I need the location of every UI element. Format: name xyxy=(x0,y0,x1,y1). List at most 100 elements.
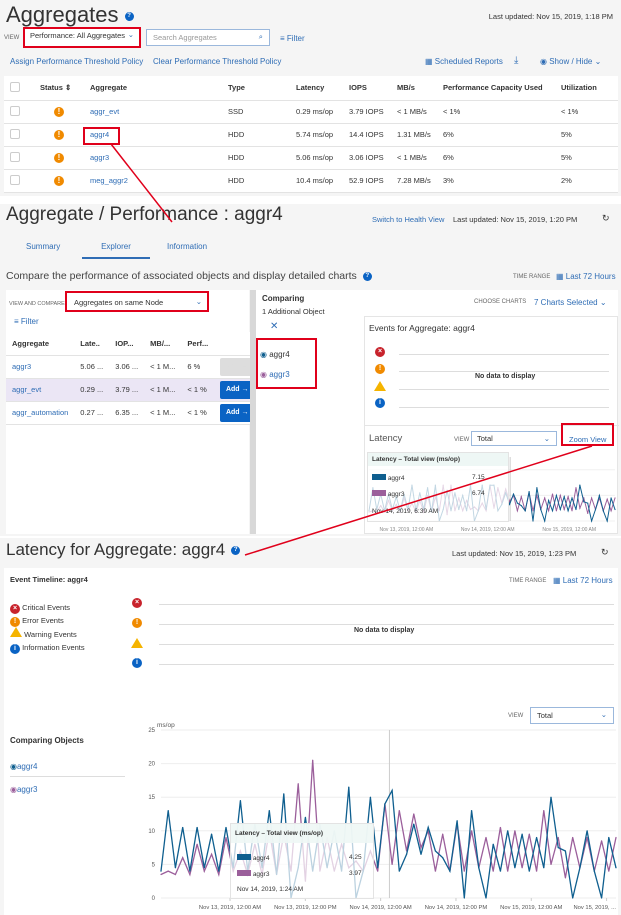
aggregate-link[interactable]: aggr3 xyxy=(12,362,32,371)
iops-cell: 3.06 ... xyxy=(109,355,145,379)
col-iops[interactable]: IOPS xyxy=(343,76,391,101)
y-tick-label: 10 xyxy=(148,829,155,835)
no-data-message: No data to display xyxy=(354,627,415,634)
mbps-cell: < 1 MB/s xyxy=(391,100,437,124)
comparing-object-aggr3[interactable]: ◉aggr3 xyxy=(10,785,37,794)
eye-icon[interactable]: ◉ xyxy=(10,785,17,794)
row-checkbox[interactable] xyxy=(10,105,20,116)
charts-selected-dropdown[interactable]: 7 Charts Selected ⌄ xyxy=(534,298,607,307)
add-button[interactable]: Add → xyxy=(220,403,255,422)
col-aggregate[interactable]: Aggregate xyxy=(84,76,222,101)
scheduled-reports-link[interactable]: ▦ Scheduled Reports xyxy=(425,57,503,66)
select-all-checkbox[interactable] xyxy=(10,81,20,92)
col-status[interactable]: Status ⇕ xyxy=(34,76,84,101)
col-aggregate[interactable]: Aggregate xyxy=(6,332,75,356)
col-mbps[interactable]: MB/... xyxy=(144,332,182,356)
filter-button[interactable]: ≡ Filter xyxy=(14,317,39,326)
latency-view-select[interactable]: Total ⌄ xyxy=(530,707,614,724)
clear-comparison-icon[interactable]: ✕ xyxy=(270,321,279,332)
description-row: Compare the performance of associated ob… xyxy=(6,270,372,282)
data-point-aggr3 xyxy=(391,863,393,865)
time-range-button[interactable]: ▦ Last 72 Hours xyxy=(553,576,613,585)
data-point-aggr3 xyxy=(507,870,509,872)
tab-information[interactable]: Information xyxy=(167,242,208,251)
refresh-icon[interactable]: ↻ xyxy=(601,547,609,557)
row-checkbox[interactable] xyxy=(10,128,20,139)
data-point-aggr4 xyxy=(218,870,220,872)
data-point-aggr4 xyxy=(590,520,593,522)
col-mbps[interactable]: MB/s xyxy=(391,76,437,101)
table-row[interactable]: aggr_evt 0.29 ... 3.79 ... < 1 M... < 1 … xyxy=(6,378,261,402)
time-range-button[interactable]: ▦ Last 72 Hours xyxy=(556,272,616,281)
aggregate-link[interactable]: aggr_automation xyxy=(12,408,69,417)
eye-icon[interactable]: ◉ xyxy=(260,350,267,359)
row-checkbox[interactable] xyxy=(10,151,20,162)
search-input[interactable]: Search Aggregates ⌕ xyxy=(146,29,270,46)
aggregate-link[interactable]: meg_aggr2 xyxy=(90,176,128,185)
aggregate-link[interactable]: aggr3 xyxy=(90,153,110,162)
col-latency[interactable]: Latency xyxy=(290,76,343,101)
warning-status-icon: ! xyxy=(54,175,64,186)
data-point-aggr4 xyxy=(520,505,522,507)
table-header: Status ⇕ Aggregate Type Latency IOPS MB/… xyxy=(4,76,618,101)
refresh-icon[interactable]: ↻ xyxy=(602,213,610,223)
eye-icon[interactable]: ◉ xyxy=(260,370,267,379)
show-hide-button[interactable]: ◉ Show / Hide ⌄ xyxy=(540,57,602,66)
data-point-aggr4 xyxy=(563,496,565,498)
search-icon[interactable]: ⌕ xyxy=(258,32,263,41)
comparing-pane: Comparing 1 Additional Object ✕ ◉ aggr4 … xyxy=(256,290,619,534)
view-compare-select[interactable]: Aggregates on same Node ⌄ xyxy=(68,295,208,312)
col-latency[interactable]: Late.. xyxy=(74,332,110,356)
compared-object-aggr4[interactable]: ◉ aggr4 xyxy=(260,350,290,359)
add-button[interactable]: Add → xyxy=(220,380,255,399)
time-range-value: Last 72 Hours xyxy=(562,576,613,585)
table-row[interactable]: aggr_automation 0.27 ... 6.35 ... < 1 M.… xyxy=(6,401,261,425)
legend-warning: Warning Events xyxy=(10,627,85,641)
assign-policy-link[interactable]: Assign Performance Threshold Policy xyxy=(10,57,144,66)
view-select[interactable]: Performance: All Aggregates ⌄ xyxy=(24,28,140,46)
clear-policy-link[interactable]: Clear Performance Threshold Policy xyxy=(153,57,282,66)
data-point-aggr4 xyxy=(524,510,526,512)
col-perf-capacity[interactable]: Performance Capacity Used xyxy=(437,76,555,101)
aggregate-link[interactable]: aggr_evt xyxy=(90,107,120,116)
compared-object-aggr3[interactable]: ◉ aggr3 xyxy=(260,370,290,379)
type-cell: HDD xyxy=(222,123,290,147)
switch-health-view-link[interactable]: Switch to Health View xyxy=(372,215,445,224)
view-label: VIEW xyxy=(508,713,524,719)
table-row[interactable]: ! meg_aggr2 HDD 10.4 ms/op 52.9 IOPS 7.2… xyxy=(4,169,618,193)
legend-error: ! Error Events xyxy=(10,614,85,627)
add-button: Add → xyxy=(220,357,255,376)
mbps-cell: < 1 M... xyxy=(144,401,182,425)
table-row[interactable]: aggr3 5.06 ... 3.06 ... < 1 M... 6 % Add… xyxy=(6,355,261,379)
table-row[interactable]: ! aggr_evt SSD 0.29 ms/op 3.79 IOPS < 1 … xyxy=(4,100,618,124)
row-checkbox[interactable] xyxy=(10,174,20,185)
perf-capacity-cell: 3% xyxy=(437,169,555,193)
latency-view-select[interactable]: Total ⌄ xyxy=(471,431,557,446)
legend-critical: × Critical Events xyxy=(10,601,85,614)
help-icon[interactable]: ? xyxy=(124,11,134,21)
help-icon[interactable]: ? xyxy=(231,546,241,556)
time-range-label: TIME RANGE xyxy=(509,578,547,584)
col-type[interactable]: Type xyxy=(222,76,290,101)
tab-explorer[interactable]: Explorer xyxy=(82,242,150,259)
tab-summary[interactable]: Summary xyxy=(26,242,61,251)
col-utilization[interactable]: Utilization xyxy=(555,76,618,101)
comparing-object-aggr4[interactable]: ◉aggr4 xyxy=(10,762,125,777)
download-icon[interactable]: ⤓ xyxy=(514,55,519,66)
x-tick-label: Nov 15, 2019, 12:00 AM xyxy=(500,905,562,911)
aggregate-link[interactable]: aggr4 xyxy=(90,130,110,139)
aggregate-link[interactable]: aggr_evt xyxy=(12,385,42,394)
data-point-aggr4 xyxy=(507,830,509,832)
splitter-handle[interactable] xyxy=(250,290,256,534)
zoom-view-link[interactable]: Zoom View xyxy=(569,435,607,444)
y-tick-label: 5 xyxy=(152,862,156,868)
data-point-aggr4 xyxy=(442,857,444,859)
col-perf[interactable]: Perf... xyxy=(181,332,215,356)
col-iops[interactable]: IOP... xyxy=(109,332,145,356)
help-icon[interactable]: ? xyxy=(362,271,372,281)
table-row[interactable]: ! aggr3 HDD 5.06 ms/op 3.06 IOPS < 1 MB/… xyxy=(4,146,618,170)
eye-icon[interactable]: ◉ xyxy=(10,762,17,771)
data-point-aggr3 xyxy=(567,496,569,498)
filter-button[interactable]: ≡ Filter xyxy=(280,34,305,43)
